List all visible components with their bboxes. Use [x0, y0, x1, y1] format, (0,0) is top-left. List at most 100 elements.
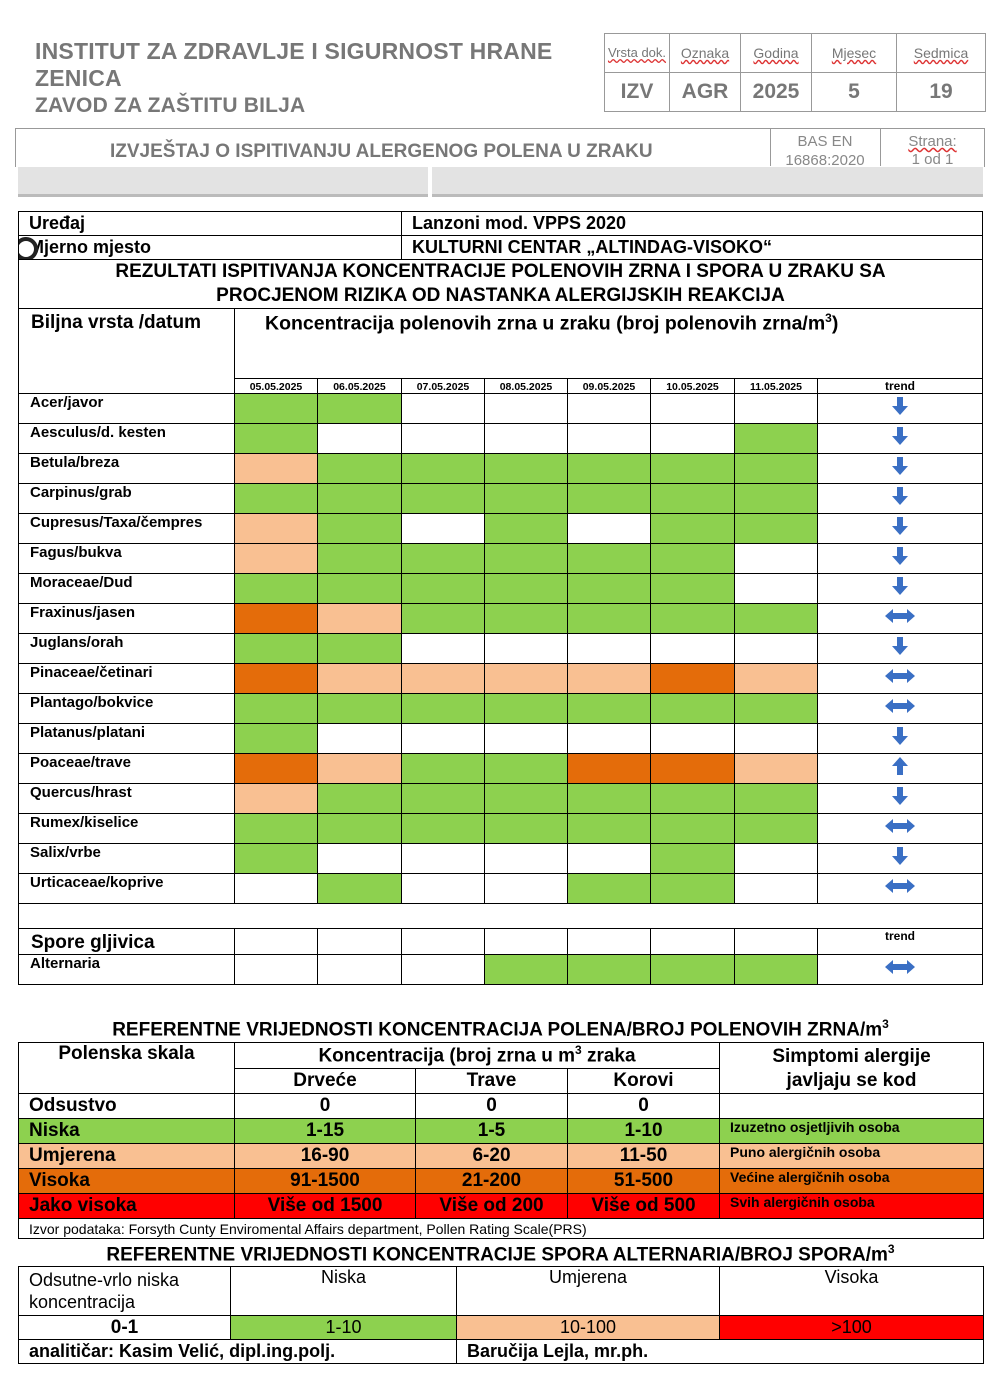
pollen-level-cell: [234, 843, 318, 874]
concentration-header: Koncentracija polenovih zrna u zraku (br…: [234, 308, 983, 379]
pollen-level-cell: [234, 663, 318, 694]
ref-col-grass: Trave: [415, 1067, 568, 1095]
results-title-line-2: PROCJENOM RIZIKA OD NASTANKA ALERGIJSKIH…: [216, 285, 785, 306]
pollen-level-cell: [734, 603, 818, 634]
trend-cell: [817, 663, 983, 694]
reference-row: Visoka 91-1500 21-200 51-500 Većine alergičn…: [18, 1168, 984, 1194]
arrow-down-icon: [891, 427, 909, 450]
pollen-name: Betula/breza: [18, 453, 235, 484]
arrow-left-right-icon: [884, 669, 916, 688]
ref-trees: Više od 1500: [234, 1193, 416, 1219]
arrow-down-icon: [891, 727, 909, 750]
pollen-level-cell: [567, 723, 651, 754]
pollen-level-cell: [567, 783, 651, 814]
pollen-name: Pinaceae/četinari: [18, 663, 235, 694]
pollen-level-cell: [484, 813, 568, 844]
pollen-level-cell: [234, 633, 318, 664]
pollen-level-cell: [650, 663, 735, 694]
pollen-level-cell: [650, 873, 735, 904]
pollen-level-cell: [734, 573, 818, 604]
pollen-level-cell: [734, 423, 818, 454]
pollen-row: Cupresus/Taxa/čempres: [18, 513, 983, 544]
pollen-row: Rumex/kiselice: [18, 813, 983, 844]
ref-weeds: 0: [567, 1093, 720, 1119]
reference-source: Izvor podataka: Forsyth Cunty Enviroment…: [18, 1218, 984, 1239]
trend-cell: [817, 723, 983, 754]
ref-trees: 0: [234, 1093, 416, 1119]
date-header-7: 11.05.2025: [734, 378, 818, 394]
pollen-name: Acer/javor: [18, 393, 235, 424]
pollen-level-cell: [234, 423, 318, 454]
date-header-2: 06.05.2025: [317, 378, 402, 394]
ref-grass: Više od 200: [415, 1193, 568, 1219]
pollen-level-cell: [484, 513, 568, 544]
ref-symptoms: Svih alergičnih osoba: [719, 1193, 984, 1219]
ref-symptoms: Izuzetno osjetljivih osoba: [719, 1118, 984, 1144]
spore-header: Spore gljivica: [18, 928, 235, 955]
ref-col-concentration: Koncentracija (broj zrna u m3 zraka: [234, 1042, 720, 1069]
spore-header-blank: [484, 928, 568, 955]
spore-header-blank: [734, 928, 818, 955]
location-label-text: Mjerno mjesto: [29, 237, 152, 257]
pollen-level-cell: [234, 693, 318, 724]
pollen-level-cell: [567, 513, 651, 544]
pollen-level-cell: [401, 393, 485, 424]
standard-number: 16868:2020: [785, 152, 865, 166]
pollen-level-cell: [317, 423, 402, 454]
ref-col-conc-end: zraka: [581, 1045, 636, 1067]
pollen-level-cell: [317, 393, 402, 424]
ref-weeds: 11-50: [567, 1143, 720, 1169]
date-header-3: 07.05.2025: [401, 378, 485, 394]
ref-weeds: Više od 500: [567, 1193, 720, 1219]
concentration-header-close: ): [831, 312, 839, 335]
ref-grass: 0: [415, 1093, 568, 1119]
spore-header-blank: [234, 928, 318, 955]
ref-grass: 21-200: [415, 1168, 568, 1194]
concentration-header-sup: 3: [825, 311, 832, 325]
reference-title-text: REFERENTNE VRIJEDNOSTI KONCENTRACIJA POL…: [112, 1019, 883, 1041]
trend-cell: [817, 843, 983, 874]
arrow-left-right-icon: [884, 819, 916, 838]
pollen-level-cell: [567, 873, 651, 904]
pollen-row: Plantago/bokvice: [18, 693, 983, 724]
pollen-level-cell: [317, 663, 402, 694]
ref-level: Odsustvo: [18, 1093, 235, 1119]
trend-cell: [817, 573, 983, 604]
pollen-name: Salix/vrbe: [18, 843, 235, 874]
arrow-left-right-icon: [884, 609, 916, 628]
trend-cell: [817, 954, 983, 985]
reference-table: Polenska skala Koncentracija (broj zrna …: [18, 1042, 984, 1239]
ref-col-scale: Polenska skala: [18, 1042, 235, 1094]
pollen-name: Plantago/bokvice: [18, 693, 235, 724]
ref-col-weeds: Korovi: [567, 1067, 720, 1095]
pollen-level-cell: [484, 633, 568, 664]
pollen-level-cell: [484, 483, 568, 514]
trend-cell: [817, 783, 983, 814]
spore-reference-title: REFERENTNE VRIJEDNOSTI KONCENTRACIJE SPO…: [18, 1242, 983, 1266]
pollen-level-cell: [401, 513, 485, 544]
pollen-row: Pinaceae/četinari: [18, 663, 983, 694]
pollen-row: Betula/breza: [18, 453, 983, 484]
doc-label-week: Sedmica: [896, 33, 986, 73]
pollen-row: Acer/javor: [18, 393, 983, 424]
pollen-results-table: Uređaj Lanzoni mod. VPPS 2020 Mjerno mje…: [18, 211, 983, 985]
doc-value-week: 19: [896, 72, 986, 112]
analyst: analitičar: Kasim Velić, dipl.ing.polj.: [18, 1339, 457, 1364]
trend-cell: [817, 633, 983, 664]
pollen-level-cell: [317, 753, 402, 784]
pollen-name: Urticaceae/koprive: [18, 873, 235, 904]
pollen-level-cell: [401, 483, 485, 514]
ref-level: Umjerena: [18, 1143, 235, 1169]
pollen-row: Poaceae/trave: [18, 753, 983, 784]
spore-col-medium: Umjerena: [456, 1266, 720, 1316]
spore-val-low: 1-10: [230, 1315, 457, 1340]
pollen-level-cell: [650, 783, 735, 814]
spore-level-cell: [567, 954, 651, 985]
pollen-row: Juglans/orah: [18, 633, 983, 664]
doc-label-month: Mjesec: [811, 33, 897, 73]
date-header-6: 10.05.2025: [650, 378, 735, 394]
reference-row: Niska 1-15 1-5 1-10 Izuzetno osjetljivih oso…: [18, 1118, 984, 1144]
doc-label-year: Godina: [740, 33, 812, 73]
arrow-left-right-icon: [884, 960, 916, 979]
arrow-down-icon: [891, 637, 909, 660]
